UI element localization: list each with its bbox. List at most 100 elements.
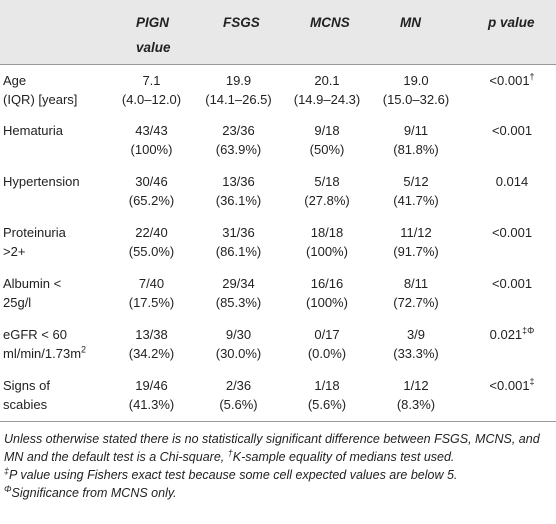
cell-line: (30.0%) [215, 346, 262, 361]
p-value-cell: <0.001 [460, 217, 556, 268]
cell-line: 0/17 [314, 327, 340, 342]
label-line: Age [3, 71, 108, 90]
label-text: Hypertension [3, 174, 80, 189]
value-cell: 5/12 (41.7%) [372, 166, 460, 217]
row-label: Hypertension [0, 166, 108, 217]
label-line: ml/min/1.73m2 [3, 344, 108, 363]
header-cell: MN [372, 0, 460, 64]
cell-line: (100%) [306, 244, 348, 259]
cell-line: (17.5%) [128, 295, 175, 310]
p-value-cell: 0.021‡Φ [460, 319, 556, 370]
label-text: >2+ [3, 244, 26, 259]
cell-line: 19/46 [135, 378, 168, 393]
label-text: Signs of [3, 378, 50, 393]
value-cell: 7.1 (4.0–12.0) [108, 64, 195, 115]
footnote-sup: ‡ [4, 465, 10, 476]
cell-line: (86.1%) [215, 244, 262, 259]
cell-line: 5/12 [403, 174, 429, 189]
value-cell: 3/9 (33.3%) [372, 319, 460, 370]
value-cell: 1/18 (5.6%) [282, 370, 372, 421]
value-cell: 9/18 (50%) [282, 115, 372, 166]
header-cell: FSGS [195, 0, 282, 64]
p-value-cell: <0.001† [460, 64, 556, 115]
cell-line: (34.2%) [128, 346, 175, 361]
label-line: Hypertension [3, 172, 108, 191]
footnote-sup: † [227, 447, 233, 458]
value-cell: 0/17 (0.0%) [282, 319, 372, 370]
p-value: <0.001 [491, 225, 533, 240]
table-row: Signs of scabies 19/46 (41.3%) 2/36 (5.6%) 1/1… [0, 370, 556, 421]
cell-line: (72.7%) [393, 295, 439, 310]
cell-line: (27.8%) [304, 193, 350, 208]
label-line: scabies [3, 395, 108, 414]
cell-line: 2/36 [225, 378, 252, 393]
value-cell: 22/40 (55.0%) [108, 217, 195, 268]
table-row: Hematuria 43/43 (100%) 23/36 (63.9%) 9/18 (50%… [0, 115, 556, 166]
header-text: MN [400, 15, 421, 30]
data-table: PIGN value FSGS MCNS MN p value Age (IQR) [ye… [0, 0, 556, 421]
header-cell: MCNS [282, 0, 372, 64]
value-cell: 13/38 (34.2%) [108, 319, 195, 370]
cell-line: (0.0%) [307, 346, 347, 361]
table-row: eGFR < 60 ml/min/1.73m2 13/38 (34.2%) 9/30 (3… [0, 319, 556, 370]
footnote-text: Unless otherwise stated there is no stat… [4, 431, 540, 464]
cell-line: (4.0–12.0) [121, 91, 182, 107]
value-cell: 19.0 (15.0–32.6) [372, 64, 460, 115]
cell-line: 7.1 [142, 72, 161, 88]
cell-line: 43/43 [135, 123, 168, 138]
p-value: <0.001 [489, 378, 530, 393]
cell-line: 1/18 [314, 378, 340, 393]
header-row: PIGN value FSGS MCNS MN p value [0, 0, 556, 64]
label-line: Signs of [3, 376, 108, 395]
value-cell: 7/40 (17.5%) [108, 268, 195, 319]
cell-line: (65.2%) [128, 193, 175, 208]
cell-line: (33.3%) [393, 346, 439, 361]
value-cell: 30/46 (65.2%) [108, 166, 195, 217]
value-cell: 11/12 (91.7%) [372, 217, 460, 268]
cell-line: (5.6%) [307, 397, 347, 412]
cell-line: 31/36 [222, 225, 255, 240]
value-cell: 2/36 (5.6%) [195, 370, 282, 421]
cell-line: (14.9–24.3) [293, 91, 361, 107]
cell-line: (36.1%) [215, 193, 262, 208]
table-row: Age (IQR) [years] 7.1 (4.0–12.0) 19.9 (14.1–2… [0, 64, 556, 115]
label-line: 25g/l [3, 293, 108, 312]
label-text: eGFR < 60 [3, 327, 67, 342]
label-text: scabies [3, 397, 48, 412]
cell-line: 19.0 [403, 72, 429, 88]
label-line: Albumin < [3, 274, 108, 293]
header-text: MCNS [310, 15, 350, 30]
value-cell: 5/18 (27.8%) [282, 166, 372, 217]
footnote-text: P value using Fishers exact test because… [9, 467, 458, 482]
footnote-text: K-sample equality of medians test used. [232, 449, 455, 464]
cell-line: 23/36 [222, 123, 255, 138]
p-sup: ‡Φ [522, 325, 535, 336]
cell-line: 8/11 [403, 276, 429, 291]
row-label: Hematuria [0, 115, 108, 166]
label-text: (IQR) [years] [3, 91, 78, 107]
row-label: Signs of scabies [0, 370, 108, 421]
cell-line: (41.3%) [128, 397, 175, 412]
p-value-cell: <0.001‡ [460, 370, 556, 421]
value-cell: 20.1 (14.9–24.3) [282, 64, 372, 115]
value-cell: 8/11 (72.7%) [372, 268, 460, 319]
cell-line: (81.8%) [393, 142, 439, 157]
header-text: FSGS [223, 15, 260, 30]
value-cell: 31/36 (86.1%) [195, 217, 282, 268]
cell-line: (14.1–26.5) [205, 91, 272, 107]
cell-line: 18/18 [310, 225, 344, 240]
footnote: Unless otherwise stated there is no stat… [4, 430, 552, 466]
value-cell: 16/16 (100%) [282, 268, 372, 319]
label-line: Hematuria [3, 121, 108, 140]
footnote-sup: Φ [4, 483, 12, 494]
label-text: ml/min/1.73m [3, 346, 82, 361]
cell-line: 7/40 [138, 276, 165, 291]
cell-line: 29/34 [222, 276, 255, 291]
value-cell: 19.9 (14.1–26.5) [195, 64, 282, 115]
value-cell: 13/36 (36.1%) [195, 166, 282, 217]
header-text: PIGN value [136, 15, 171, 55]
cell-line: (63.9%) [215, 142, 262, 157]
table-row: Albumin < 25g/l 7/40 (17.5%) 29/34 (85.3%) 16/… [0, 268, 556, 319]
table-row: Proteinuria >2+ 22/40 (55.0%) 31/36 (86.1%) 18… [0, 217, 556, 268]
